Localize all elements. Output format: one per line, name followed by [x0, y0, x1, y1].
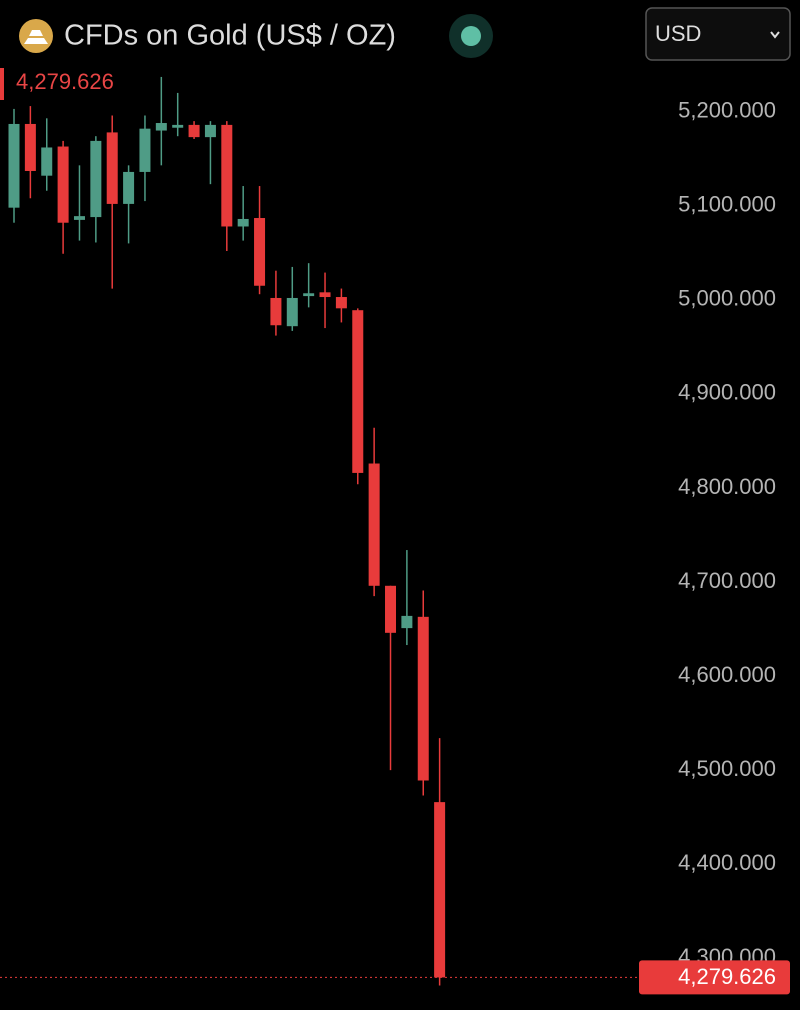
candle-body: [368, 463, 380, 586]
candle-body: [221, 124, 233, 227]
candle-body: [385, 585, 397, 633]
candle-body: [73, 216, 85, 220]
candle-body: [417, 616, 429, 781]
candle-body: [335, 297, 347, 309]
candle-body: [155, 123, 167, 131]
title: CFDs on Gold (US$ / OZ): [64, 20, 396, 52]
candle-body: [254, 218, 266, 286]
last-price-box: [639, 960, 790, 995]
candle-body: [204, 124, 216, 138]
candle-body: [57, 146, 69, 223]
candle-body: [24, 123, 36, 171]
y-tick-label: 4,700.000: [678, 568, 776, 593]
candle-body: [319, 292, 331, 298]
candle-body: [90, 140, 102, 218]
gold-bars: [24, 30, 48, 44]
candle-body: [270, 297, 282, 326]
last-price-label: 4,279.626: [678, 964, 776, 989]
candle-body: [237, 218, 249, 227]
candle-body: [286, 297, 298, 327]
y-tick-label: 4,400.000: [678, 850, 776, 875]
candle-body: [123, 171, 135, 204]
y-tick-label: 4,600.000: [678, 662, 776, 687]
candle-body: [139, 128, 151, 172]
candle-body: [41, 147, 53, 176]
top-price-label: 4,279.626: [16, 69, 114, 94]
candle-body: [434, 802, 446, 978]
y-tick-label: 5,200.000: [678, 98, 776, 123]
candle-body: [401, 615, 413, 629]
price-marker: [0, 68, 4, 100]
select-value[interactable]: USD: [655, 21, 701, 46]
candle-body: [188, 124, 200, 138]
candle-body: [172, 124, 184, 128]
status-dot: [461, 26, 481, 46]
plot: 4,300.0004,400.0004,500.0004,600.0004,70…: [0, 69, 790, 995]
y-tick-label: 5,100.000: [678, 192, 776, 217]
candle-body: [8, 123, 20, 208]
candle-body: [106, 132, 118, 204]
candle-body: [303, 293, 315, 297]
currency-select[interactable]: USD: [645, 7, 791, 61]
y-tick-label: 4,800.000: [678, 474, 776, 499]
y-tick-label: 5,000.000: [678, 286, 776, 311]
y-tick-label: 4,900.000: [678, 380, 776, 405]
candle-body: [352, 310, 364, 473]
select-caret[interactable]: [770, 31, 780, 39]
select-box[interactable]: [645, 7, 791, 61]
y-tick-label: 4,500.000: [678, 756, 776, 781]
